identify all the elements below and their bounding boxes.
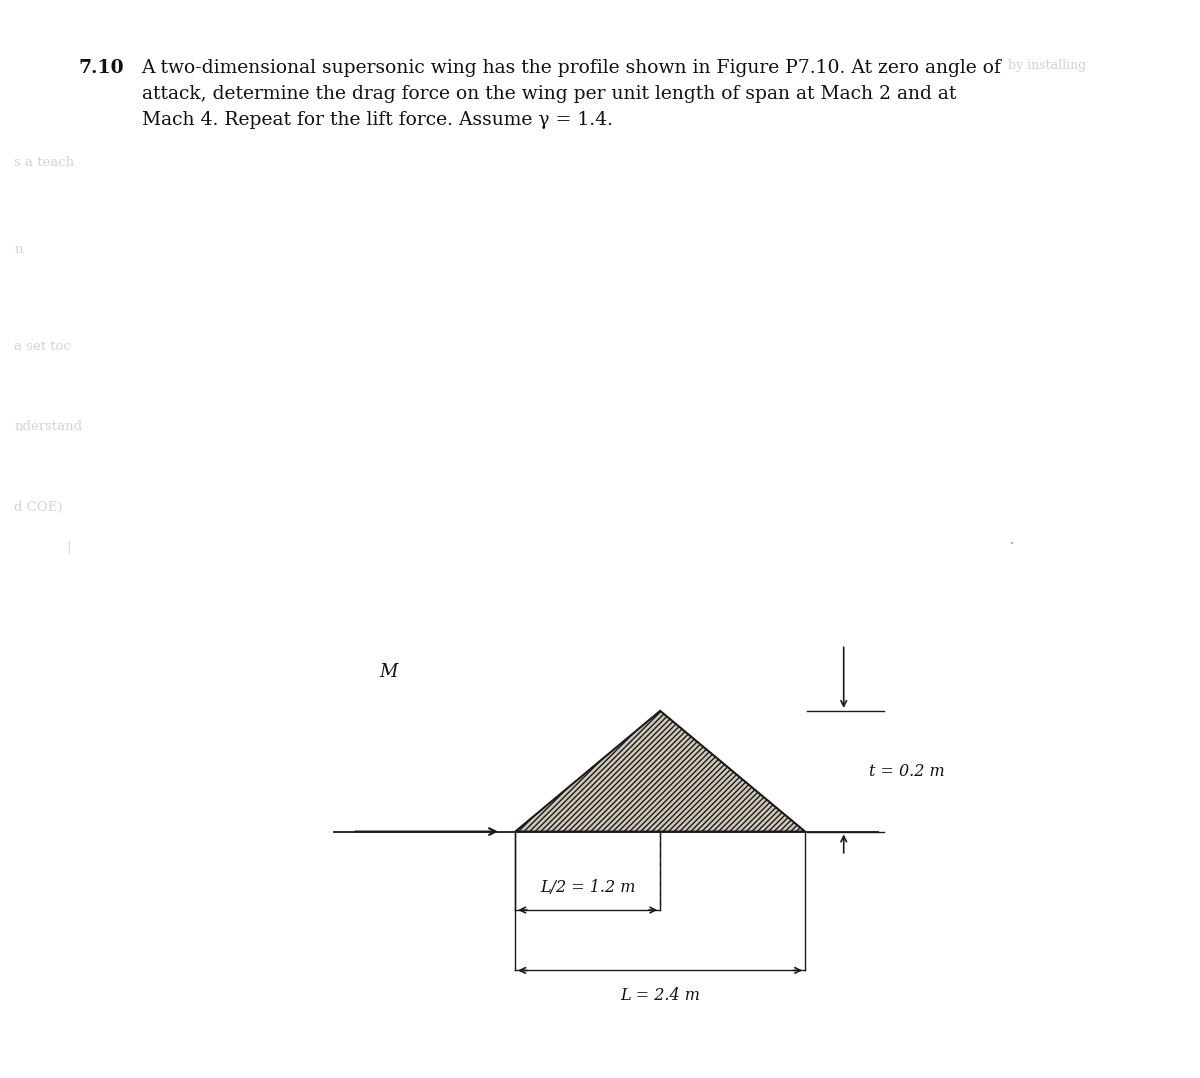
Text: M: M bbox=[379, 663, 397, 680]
Text: nderstand: nderstand bbox=[14, 420, 83, 433]
Text: L = 2.4 m: L = 2.4 m bbox=[620, 987, 700, 1005]
Text: L/2 = 1.2 m: L/2 = 1.2 m bbox=[540, 879, 636, 896]
Text: |: | bbox=[66, 541, 71, 554]
Text: ·: · bbox=[1008, 536, 1014, 553]
Text: t = 0.2 m: t = 0.2 m bbox=[869, 763, 944, 779]
Text: a set toc: a set toc bbox=[14, 340, 71, 353]
Text: n: n bbox=[14, 243, 23, 255]
Text: A two-dimensional supersonic wing has the profile shown in Figure P7.10. At zero: A two-dimensional supersonic wing has th… bbox=[142, 59, 1002, 128]
Text: by installing: by installing bbox=[1008, 59, 1086, 72]
Text: s a teach: s a teach bbox=[14, 156, 74, 169]
Text: d COE): d COE) bbox=[14, 501, 62, 514]
Text: 7.10: 7.10 bbox=[78, 59, 124, 78]
Polygon shape bbox=[515, 710, 805, 831]
